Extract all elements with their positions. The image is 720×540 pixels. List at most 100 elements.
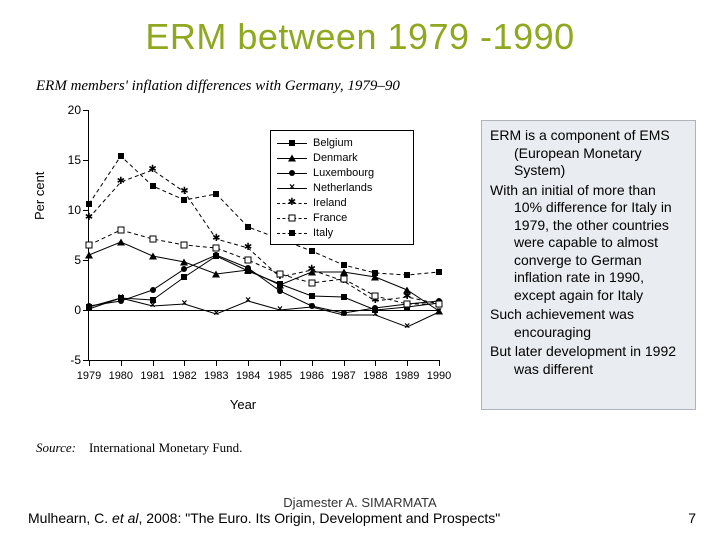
legend-item: ×Netherlands: [277, 180, 407, 195]
annotation-paragraph: Such achievement was encouraging: [490, 306, 687, 341]
y-tick-label: 20: [49, 103, 81, 117]
x-tick-label: 1986: [299, 370, 323, 382]
chart-container: Per cent -505101520197919801981198219831…: [28, 100, 458, 430]
x-tick: [184, 360, 185, 366]
legend-label: Denmark: [313, 152, 358, 164]
series-marker: ×: [213, 311, 219, 317]
x-tick: [216, 360, 217, 366]
series-marker: [213, 252, 219, 258]
series-marker: ×: [150, 303, 156, 309]
slide-title: ERM between 1979 -1990: [0, 16, 720, 58]
series-marker: [308, 280, 315, 287]
y-tick: [83, 260, 89, 261]
series-marker: [309, 293, 315, 299]
series-marker: [436, 301, 443, 308]
series-marker: [150, 287, 156, 293]
series-marker: [372, 270, 378, 276]
series-marker: [181, 242, 188, 249]
series-marker: ✱: [308, 267, 316, 273]
y-axis-label: Per cent: [32, 172, 47, 220]
y-tick-label: 5: [49, 253, 81, 267]
series-marker: [85, 252, 93, 259]
series-marker: ×: [309, 304, 315, 310]
series-marker: [436, 269, 442, 275]
series-marker: ×: [404, 324, 410, 330]
annotation-box: ERM is a component of EMS (European Mone…: [481, 120, 696, 410]
legend-item: France: [277, 210, 407, 225]
cite-suffix: , 2008: "The Euro. Its Origin, Developme…: [139, 510, 501, 526]
series-marker: [341, 294, 347, 300]
x-tick-label: 1979: [77, 370, 101, 382]
series-marker: ✱: [403, 294, 411, 300]
x-tick-label: 1988: [363, 370, 387, 382]
legend-item: Belgium: [277, 135, 407, 150]
series-line-luxembourg: [89, 255, 439, 313]
annotation-paragraph: But later development in 1992 was differ…: [490, 343, 687, 378]
series-marker: [150, 183, 156, 189]
series-marker: [117, 239, 125, 246]
series-marker: ×: [436, 309, 442, 315]
x-tick: [89, 360, 90, 366]
x-tick: [344, 360, 345, 366]
y-tick: [83, 210, 89, 211]
x-tick-label: 1980: [109, 370, 133, 382]
legend-label: Ireland: [313, 197, 347, 209]
series-marker: [213, 245, 220, 252]
chart-caption: ERM members' inflation differences with …: [36, 78, 400, 95]
x-axis-label: Year: [28, 397, 458, 412]
series-marker: [180, 259, 188, 266]
series-marker: [245, 265, 251, 271]
legend-item: ✱Ireland: [277, 195, 407, 210]
legend-item: Italy: [277, 225, 407, 240]
series-line-belgium: [89, 256, 439, 310]
legend-label: Belgium: [313, 137, 353, 149]
series-marker: ×: [245, 298, 251, 304]
footer-citation: Mulhearn, C. et al, 2008: "The Euro. Its…: [28, 510, 500, 526]
series-marker: [309, 248, 315, 254]
series-marker: [340, 276, 347, 283]
y-tick: [83, 110, 89, 111]
series-marker: [181, 274, 187, 280]
series-marker: [404, 272, 410, 278]
series-marker: ×: [277, 307, 283, 313]
series-marker: [181, 266, 187, 272]
page-number: 7: [688, 510, 696, 526]
series-marker: ×: [182, 301, 188, 307]
x-tick-label: 1987: [331, 370, 355, 382]
legend-label: Luxembourg: [313, 167, 374, 179]
x-tick-label: 1989: [395, 370, 419, 382]
series-marker: [86, 242, 93, 249]
series-marker: [117, 227, 124, 234]
x-tick: [153, 360, 154, 366]
chart-legend: Belgium Denmark Luxembourg×Netherlands✱Ire…: [270, 130, 414, 245]
series-marker: ×: [372, 312, 378, 318]
cite-italic: et al: [112, 510, 138, 526]
legend-label: Italy: [313, 227, 333, 239]
series-marker: ×: [86, 306, 92, 312]
series-line-netherlands: [89, 298, 439, 327]
series-marker: [149, 253, 157, 260]
x-tick-label: 1985: [268, 370, 292, 382]
series-marker: [404, 301, 411, 308]
series-marker: ×: [118, 295, 124, 301]
legend-label: France: [313, 212, 347, 224]
x-tick: [248, 360, 249, 366]
series-marker: ✱: [212, 236, 220, 242]
series-marker: [341, 262, 347, 268]
source-value: International Monetary Fund.: [89, 440, 242, 455]
zero-line: [89, 310, 439, 311]
series-marker: [86, 201, 92, 207]
x-tick-label: 1982: [172, 370, 196, 382]
cite-prefix: Mulhearn, C.: [28, 510, 112, 526]
series-marker: [372, 293, 379, 300]
x-tick: [439, 360, 440, 366]
series-marker: [181, 197, 187, 203]
source-label: Source:: [36, 440, 76, 455]
legend-item: Luxembourg: [277, 165, 407, 180]
series-marker: ×: [341, 312, 347, 318]
y-tick-label: -5: [49, 353, 81, 367]
series-marker: [213, 191, 219, 197]
x-tick-label: 1983: [204, 370, 228, 382]
annotation-paragraph: ERM is a component of EMS (European Mone…: [490, 127, 687, 180]
series-line-denmark: [89, 242, 439, 311]
